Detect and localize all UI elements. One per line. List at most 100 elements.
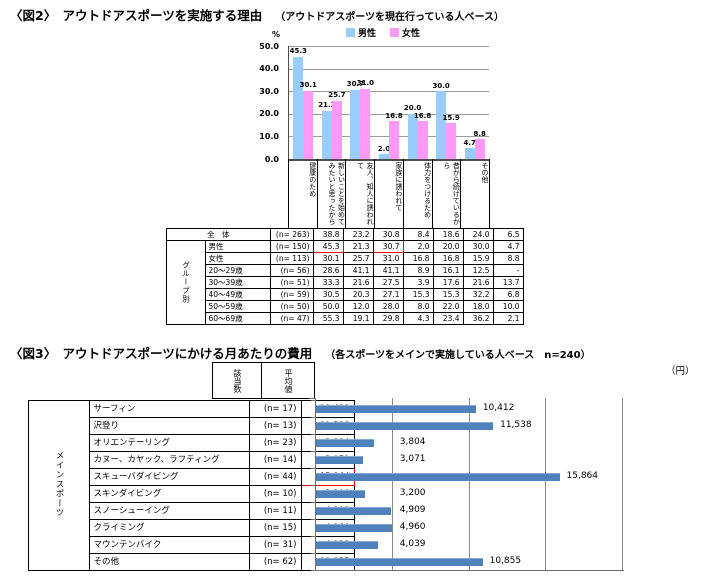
table-cell: 30.1 [312,252,344,265]
bar-value-label: 3,071 [399,454,426,464]
table-cell: 38.8 [312,228,344,241]
row-label-total: 全 体 [166,228,271,241]
axis-tick [311,417,315,418]
table-cell: 30.5 [312,288,344,301]
sport-label: その他 [88,553,250,571]
row-n: (n= 263) [269,228,314,241]
sport-label: クライミング [88,519,250,537]
axis-tick [311,434,315,435]
row-label: 男性 [204,240,271,253]
bar-female [446,123,457,159]
bar-value-label: 2.0 [377,144,391,153]
h-bar [316,506,392,515]
h-bar [316,472,560,481]
fig2-title: 〈図2〉 アウトドアスポーツを実施する理由 [10,8,263,23]
table-cell: 20.3 [342,288,374,301]
row-n: (n= 50) [269,300,314,313]
row-n: (n= 150) [269,240,314,253]
bar-female [474,139,485,159]
fig2-legend: 男性 女性 [346,26,420,39]
table-cell: 15.9 [462,252,494,265]
fig2-data-table: 全 体 (n= 263) 38.8 23.2 30.8 8.4 18.6 24.0 6.5 グルー… [166,228,524,325]
table-cell: 24.0 [462,228,494,241]
table-cell: 41.1 [342,264,374,277]
bar-male [407,113,418,159]
table-cell: 45.3 [312,240,344,253]
table-cell: 8.4 [402,228,434,241]
table-cell: 4.7 [492,240,524,253]
group-label: グループ別 [166,240,206,325]
bar-female [331,100,342,159]
legend-item: 男性 [346,26,376,39]
table-cell: 55.3 [312,312,344,325]
bar-value-label: 10,412 [482,403,515,413]
sport-label: マウンテンバイク [88,536,250,554]
gridline [622,398,623,571]
row-n: (n= 13) [248,417,302,435]
fig3-bar-chart: 10,412 11,538 3,804 3,071 15,864 3,200 4,909 4,… [309,398,660,573]
table-cell: 15.3 [402,288,434,301]
row-n: (n= 10) [248,485,302,503]
h-bar [316,404,476,413]
fig2-y-axis: 50.0 40.0 30.0 20.0 10.0 0.0 [246,42,282,164]
bar-value-label: 11,538 [500,420,532,430]
table-cell: 21.6 [342,276,374,289]
table-cell: 18.6 [432,228,464,241]
table-cell: - [492,264,524,277]
h-bar [316,557,483,566]
h-bar [316,540,378,549]
row-n: (n= 11) [248,502,302,520]
side-label: メインスポーツ [28,400,90,571]
bar-value-label: 25.7 [328,91,346,100]
category-label: 友人、知人に誘われて [345,159,374,228]
row-label: 50～59歳 [204,300,271,313]
table-row: グループ別 男性 (n= 150) 45.3 21.3 30.7 2.0 20.0 30.0 4.… [166,240,524,325]
bar-value-label: 21.3 [318,101,336,110]
row-n: (n= 62) [248,553,302,571]
sport-label: サーフィン [88,400,250,418]
bar-male [436,91,447,159]
table-cell: 15.3 [432,288,464,301]
y-tick-label: 0.0 [264,154,279,164]
axis-tick [311,485,315,486]
row-n: (n= 17) [248,400,302,418]
gridline [289,113,489,115]
bar-female [417,121,428,159]
row-n: (n= 14) [248,451,302,469]
axis-tick [311,468,315,469]
gridline [468,398,470,571]
table-cell: 29.8 [372,312,404,325]
h-bar [316,438,375,447]
sport-label: スキンダイビング [88,485,250,503]
y-tick-label: 40.0 [259,64,279,74]
row-label: 女性 [204,252,271,265]
bar-value-label: 3,200 [399,488,426,498]
h-bar [316,489,366,498]
row-n: (n= 59) [269,288,314,301]
table-cell: 12.5 [462,264,494,277]
bar-female [389,121,399,159]
h-bar [316,421,494,430]
fig2-bar-chart: 45.3 30.1 21.3 25.7 30.7 31.0 2.0 16.8 20.0 16.8 3… [288,46,489,161]
table-cell: 30.8 [372,228,404,241]
x-axis-line [315,570,624,571]
table-cell: 2.0 [402,240,434,253]
table-cell: 10.0 [492,300,524,313]
legend-label: 男性 [358,29,377,39]
group-label-text: グループ別 [181,260,191,304]
axis-tick [311,536,315,537]
table-cell: 8.9 [402,264,434,277]
bar-female [360,88,371,159]
fig3-header-avg: 平均値 [262,362,315,399]
y-tick-label: 10.0 [259,131,279,141]
axis-tick [309,398,315,399]
gridline [391,398,393,571]
row-n: (n= 113) [269,252,314,265]
table-cell: 19.1 [342,312,374,325]
axis-tick [311,519,315,520]
table-row: 40～49歳 (n= 59) 30.5 20.3 27.1 15.3 15.3 32.2 6.8 [167,288,524,301]
row-label: 60～69歳 [204,312,271,325]
table-cell: 41.1 [372,264,404,277]
bar-value-label: 20.0 [403,104,422,113]
